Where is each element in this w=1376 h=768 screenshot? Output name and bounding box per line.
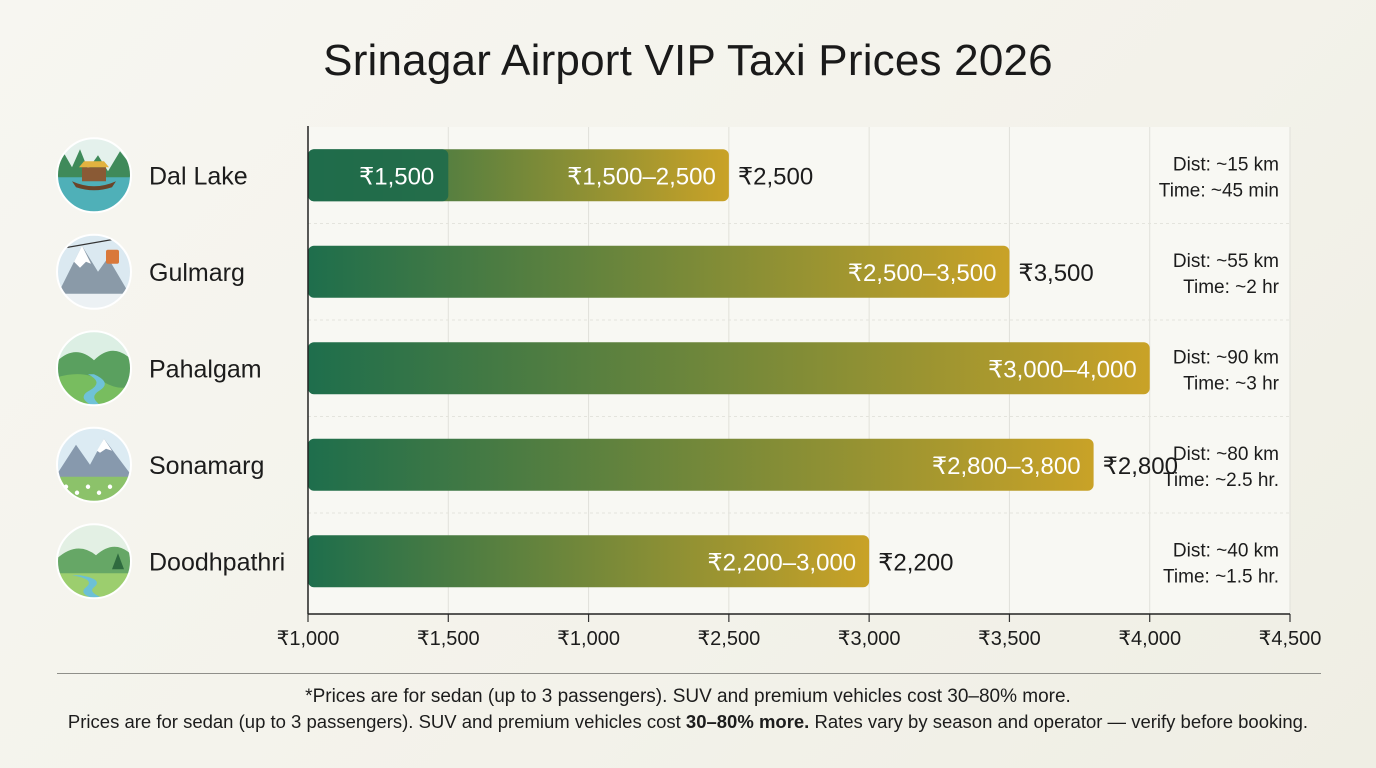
time-label: Time: ~2.5 hr.	[1163, 470, 1279, 491]
bar-end-label: ₹2,500	[738, 163, 813, 190]
icon-border	[56, 426, 132, 503]
price-bar	[308, 245, 1010, 298]
distance-label: Dist: ~55 km	[1173, 251, 1279, 272]
x-tick-label: ₹3,000	[838, 628, 901, 650]
x-tick-label: ₹1,500	[417, 628, 480, 650]
bar-chart: ₹1,500 ₹1,500–2,500 ₹2,500 Dal Lake Dist: ~1…	[56, 126, 1322, 650]
x-tick-label: ₹3,500	[978, 628, 1041, 650]
chart-title: Srinagar Airport VIP Taxi Prices 2026	[323, 36, 1053, 85]
x-tick-label: ₹4,000	[1118, 628, 1181, 650]
icon-art	[57, 138, 131, 213]
bar-end-label: ₹2,800	[1103, 453, 1178, 480]
river	[83, 374, 106, 406]
x-tick-label: ₹2,500	[697, 628, 760, 650]
footer-divider	[57, 673, 1321, 674]
flower	[107, 484, 113, 489]
icon-border	[56, 137, 132, 214]
bar-range-label: ₹2,200–3,000	[707, 549, 856, 576]
mountain	[57, 245, 131, 302]
flower	[85, 484, 91, 489]
time-label: Time: ~2 hr	[1183, 277, 1280, 298]
x-tick-label: ₹4,500	[1259, 628, 1322, 650]
category-label: Doodhpathri	[149, 548, 285, 576]
price-bar	[308, 438, 1094, 491]
icon-border	[56, 233, 132, 310]
boat-hull	[72, 181, 116, 191]
footnote-sedan-note: *Prices are for sedan (up to 3 passenger…	[305, 686, 1071, 707]
snow-cap	[74, 245, 91, 268]
boat-cabin	[82, 167, 106, 182]
icon-art	[57, 234, 131, 309]
time-label: Time: ~3 hr	[1183, 373, 1280, 394]
icon-border	[56, 523, 132, 600]
x-tick-label: ₹1,000	[277, 628, 340, 650]
snow-cap	[97, 438, 112, 453]
category-label: Gulmarg	[149, 259, 245, 287]
icon-art	[57, 427, 131, 502]
price-bar	[308, 342, 1150, 395]
bar-range-label: ₹2,500–3,500	[848, 260, 997, 287]
meadow-stream-icon	[56, 523, 132, 600]
snow-peak-meadow-icon	[56, 426, 132, 503]
price-bar-min-segment	[308, 149, 449, 202]
distance-label: Dist: ~80 km	[1173, 444, 1279, 465]
time-label: Time: ~45 min	[1159, 180, 1279, 201]
bar-end-label: ₹3,500	[1018, 260, 1093, 287]
icon-art	[57, 331, 131, 406]
distance-label: Dist: ~40 km	[1173, 540, 1279, 561]
bar-range-label: ₹3,000–4,000	[988, 356, 1137, 383]
category-label: Sonamarg	[149, 452, 264, 480]
flower	[74, 490, 80, 495]
distance-label: Dist: ~15 km	[1173, 154, 1279, 175]
flower	[96, 490, 102, 495]
footnote-text-start: Prices are for sedan (up to 3 passengers…	[67, 711, 686, 732]
bar-range-label: ₹1,500–2,500	[567, 163, 716, 190]
footnote-disclaimer: Prices are for sedan (up to 3 passengers…	[0, 711, 1376, 733]
price-bar	[308, 535, 870, 588]
time-label: Time: ~1.5 hr.	[1163, 566, 1279, 587]
icon-art	[57, 524, 131, 599]
category-label: Pahalgam	[149, 355, 262, 383]
valley-river-icon	[56, 330, 132, 407]
boat-lake-icon	[56, 137, 132, 214]
distance-label: Dist: ~90 km	[1173, 347, 1279, 368]
bar-min-label: ₹1,500	[359, 163, 434, 190]
boat-roof	[79, 161, 109, 168]
cable-car	[106, 249, 119, 264]
mountains	[57, 438, 131, 479]
x-tick-label: ₹1,000	[557, 628, 620, 650]
category-label: Dal Lake	[149, 162, 248, 190]
stream	[72, 575, 112, 599]
icon-border	[56, 330, 132, 407]
cable-car-mountain-icon	[56, 233, 132, 310]
tree	[112, 553, 124, 570]
bar-range-label: ₹2,800–3,800	[932, 453, 1081, 480]
footnote-emphasis: 30–80% more.	[685, 711, 810, 732]
bar-end-label: ₹2,200	[878, 549, 953, 576]
footnote-text-end: Rates vary by season and operator — veri…	[809, 711, 1309, 732]
